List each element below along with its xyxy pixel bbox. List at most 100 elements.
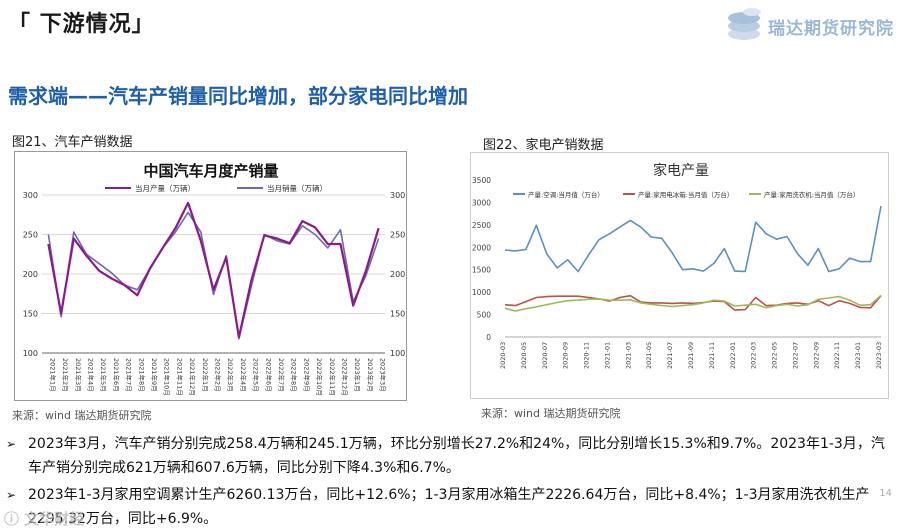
x-tick-label: 2021年6月 [112, 358, 121, 392]
y-tick-label-left: 250 [23, 231, 38, 240]
x-tick-label: 2020-05 [520, 342, 528, 369]
y-tick-label-left: 200 [23, 270, 38, 279]
x-tick-label: 2022年7月 [277, 358, 286, 392]
arrow-bullet-icon: ➢ [6, 437, 17, 451]
x-tick-label: 2021-07 [666, 342, 674, 369]
x-tick-label: 2023年2月 [366, 358, 375, 392]
bullet-text: 2023年3月，汽车产销分别完成258.4万辆和245.1万辆，环比分别增长27… [28, 436, 885, 452]
y-tick-label-right: 200 [390, 270, 405, 279]
y-tick-label-left: 150 [23, 310, 38, 319]
x-tick-label: 2021年2月 [61, 358, 70, 392]
y-tick-label: 2000 [472, 243, 491, 252]
legend-label: 产量:空调:当月值（万台） [528, 190, 604, 199]
x-tick-label: 2021年8月 [137, 358, 146, 392]
bullet-line: ➢ 2023年3月，汽车产销分别完成258.4万辆和245.1万辆，环比分别增长2… [6, 432, 896, 456]
x-tick-label: 2021-03 [624, 342, 632, 369]
source-note-auto: 来源：wind 瑞达期货研究院 [12, 409, 152, 422]
source-note-appliance: 来源：wind 瑞达期货研究院 [481, 407, 621, 420]
legend-label: 产量:家用洗衣机:当月值（万台） [764, 190, 859, 199]
x-tick-label: 2022年6月 [264, 358, 273, 392]
x-tick-label: 2020-09 [562, 342, 570, 369]
y-tick-label: 1000 [472, 288, 491, 297]
y-tick-label: 3500 [472, 176, 491, 185]
x-tick-label: 2020-03 [499, 342, 507, 369]
bullet-auto: ➢ 2023年3月，汽车产销分别完成258.4万辆和245.1万辆，环比分别增长2… [6, 432, 896, 480]
appliance-chart-panel: 家电产量 0 500 1000 1500 2000 2500 3000 3500 2020-03 2… [470, 152, 889, 399]
x-tick-label: 2021-11 [708, 342, 716, 369]
x-tick-label: 2022-11 [833, 342, 841, 369]
x-tick-label: 2021-05 [645, 342, 653, 369]
x-tick-label: 2021年10月 [163, 358, 172, 396]
x-tick-label: 2021-09 [687, 342, 695, 369]
section-subtitle: 需求端——汽车产销量同比增加，部分家电同比增加 [8, 84, 468, 108]
bullet-line: ➢ 2023年1-3月家用空调累计生产6260.13万台，同比+12.6%；1-3… [6, 483, 896, 507]
page-title: 「 下游情况」 [8, 12, 155, 37]
x-tick-label: 2020-11 [583, 342, 591, 369]
x-tick-label: 2022年8月 [290, 358, 299, 392]
y-tick-label: 2500 [472, 221, 491, 230]
x-tick-label: 2022年3月 [226, 358, 235, 392]
auto-chart-panel: 中国汽车月度产销量 100 100 150 150 200 200 250 250 300 300 2… [14, 151, 407, 401]
x-tick-label: 2022-09 [812, 342, 820, 369]
x-tick-label: 2022年4月 [239, 358, 248, 392]
company-logo: 瑞达期货研究院 [722, 4, 894, 50]
x-tick-label: 2021年9月 [150, 358, 159, 392]
x-tick-label: 2022年2月 [214, 358, 223, 392]
x-tick-label: 2022年11月 [328, 358, 337, 396]
logo-text: 瑞达期货研究院 [768, 19, 894, 39]
series-line [504, 205, 882, 273]
y-tick-label-left: 300 [23, 191, 38, 200]
legend-label: 产量:家用电冰箱:当月值（万台） [638, 190, 733, 199]
coin-stack-icon [728, 8, 761, 40]
chart-title: 家电产量 [653, 162, 709, 179]
bullet-text: 2023年1-3月家用空调累计生产6260.13万台，同比+12.6%；1-3月… [28, 487, 870, 503]
x-tick-label: 2021年4月 [86, 358, 95, 392]
x-tick-label: 2020-07 [541, 342, 549, 369]
x-tick-label: 2021年12月 [188, 358, 197, 396]
x-tick-label: 2021年11月 [175, 358, 184, 396]
appliance-production-chart: 家电产量 0 500 1000 1500 2000 2500 3000 3500 2020-03 2… [472, 162, 883, 369]
x-tick-label: 2022-05 [771, 342, 779, 369]
legend-label: 当月销量（万辆） [267, 183, 327, 193]
x-tick-label: 2022年5月 [252, 358, 261, 392]
bullet-appliance: ➢ 2023年1-3月家用空调累计生产6260.13万台，同比+12.6%；1-3… [6, 483, 896, 531]
x-tick-label: 2021年7月 [125, 358, 134, 392]
x-tick-label: 2023年3月 [379, 358, 388, 392]
bullet-text-cont: 车产销分别完成621万辆和607.6万辆，同比分别下降4.3%和6.7%。 [28, 460, 460, 476]
y-tick-label-left: 100 [23, 349, 38, 358]
figure-caption-appliance: 图22、家电产销数据 [483, 138, 604, 153]
watermark: ⓘ 文华财经 [4, 510, 85, 528]
y-tick-label-right: 100 [390, 349, 405, 358]
x-tick-label: 2023-01 [854, 342, 862, 369]
x-tick-label: 2022年9月 [302, 358, 311, 392]
y-tick-label: 0 [486, 333, 491, 342]
x-tick-label: 2021年5月 [99, 358, 108, 392]
x-tick-label: 2021年1月 [48, 358, 57, 392]
page-number: 14 [879, 488, 892, 499]
auto-production-sales-chart: 中国汽车月度产销量 100 100 150 150 200 200 250 250 300 300 2… [23, 162, 406, 396]
x-tick-label: 2022年1月 [201, 358, 210, 392]
x-tick-label: 2022-07 [791, 342, 799, 369]
chart-title: 中国汽车月度产销量 [143, 162, 278, 180]
series-line [504, 294, 882, 312]
x-tick-label: 2021-01 [603, 342, 611, 369]
y-tick-label: 500 [477, 311, 492, 320]
series-line [47, 211, 380, 340]
arrow-bullet-icon: ➢ [6, 488, 17, 502]
y-tick-label: 1500 [472, 266, 491, 275]
x-tick-label: 2023-03 [875, 342, 883, 369]
y-tick-label-right: 250 [390, 231, 405, 240]
x-tick-label: 2022年12月 [341, 358, 350, 396]
series-line [504, 294, 882, 311]
legend-label: 当月产量（万辆） [135, 183, 195, 193]
y-tick-label-right: 150 [390, 310, 405, 319]
x-tick-label: 2021年3月 [74, 358, 83, 392]
x-tick-label: 2022-03 [750, 342, 758, 369]
x-tick-label: 2022年10月 [315, 358, 324, 396]
series-line [47, 201, 380, 339]
y-tick-label: 3000 [472, 198, 491, 207]
x-tick-label: 2023年1月 [353, 358, 362, 392]
x-tick-label: 2022-01 [729, 342, 737, 369]
bullet-text-cont: 2295.32万台，同比+6.9%。 [28, 511, 218, 527]
figure-caption-auto: 图21、汽车产销数据 [12, 135, 133, 150]
